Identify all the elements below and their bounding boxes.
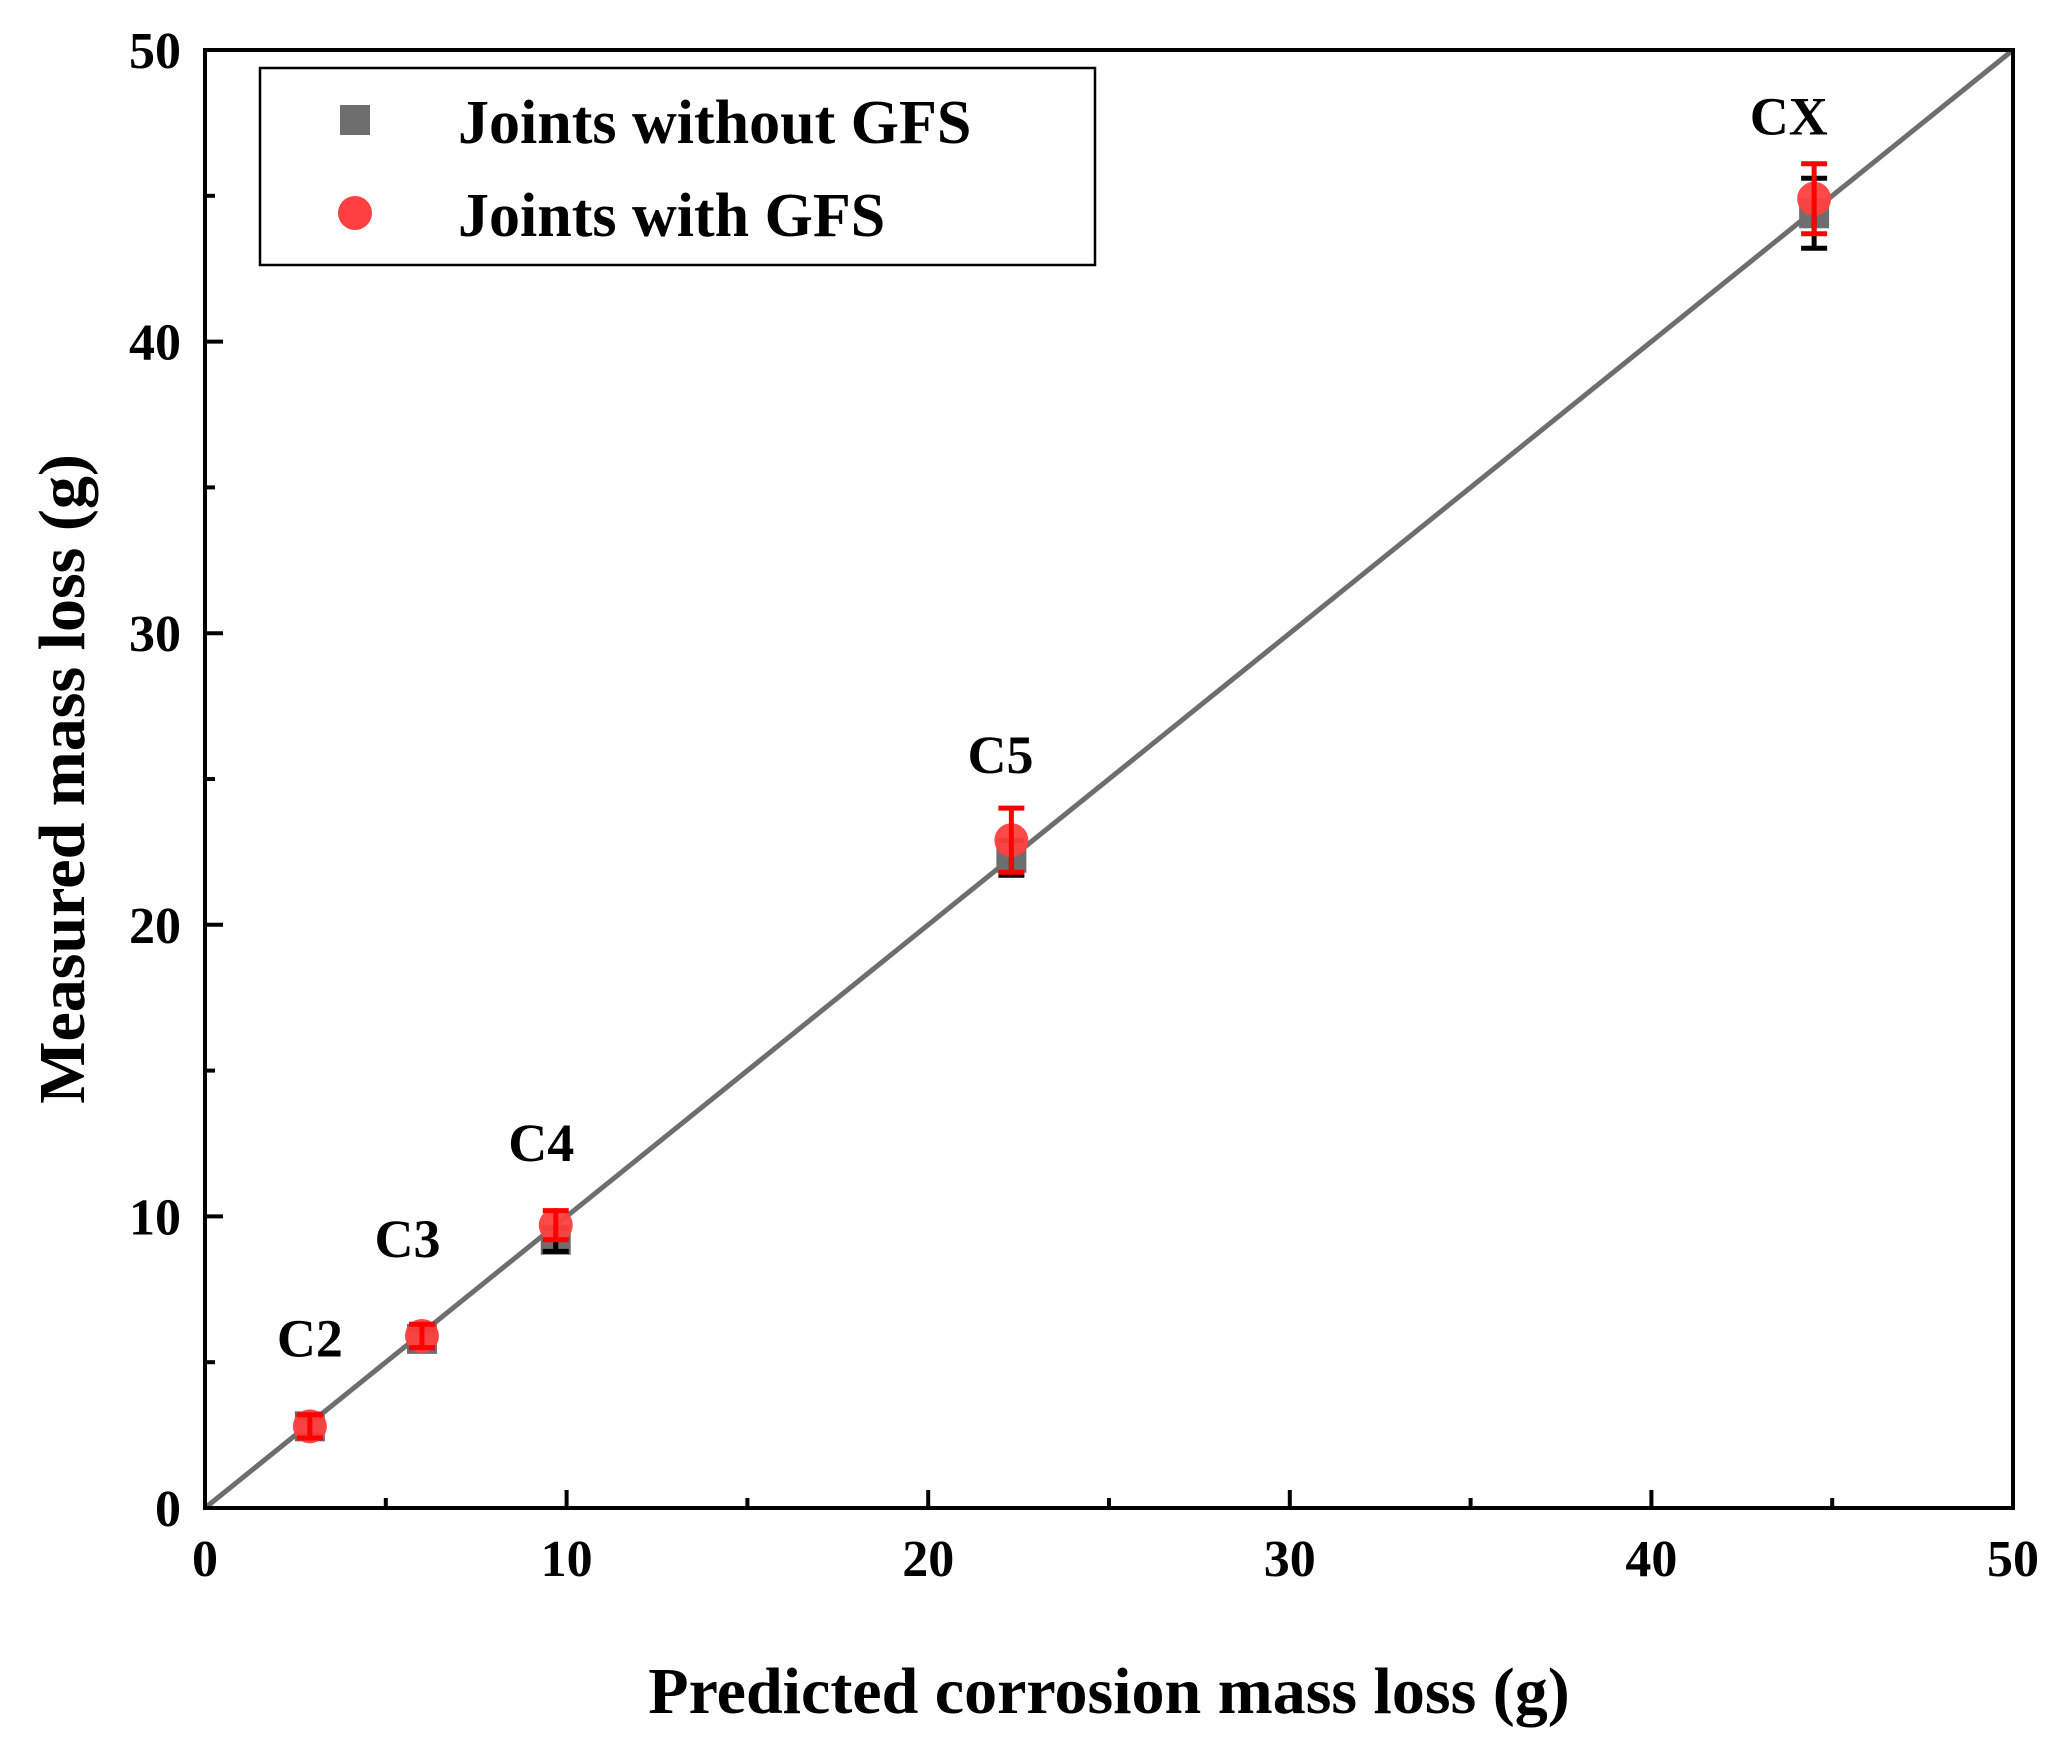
y-tick-label: 40 (129, 315, 181, 372)
reference-line (203, 48, 2015, 1510)
x-tick-label: 0 (192, 1531, 218, 1588)
annotation-label: C5 (968, 725, 1034, 785)
x-axis-label: Predicted corrosion mass loss (g) (648, 1655, 1569, 1728)
y-tick-label: 30 (129, 606, 181, 663)
annotation-label: C4 (508, 1113, 574, 1173)
y-tick-label: 10 (129, 1189, 181, 1246)
x-ticks: 0 10 20 30 40 50 (192, 1490, 2039, 1588)
y-ticks: 0 10 20 30 40 50 (129, 23, 223, 1538)
y-tick-label: 20 (129, 898, 181, 955)
x-tick-label: 50 (1987, 1531, 2039, 1588)
legend-label-without-gfs: Joints without GFS (458, 89, 971, 157)
y-tick-label: 50 (129, 23, 181, 80)
plot-frame (203, 48, 2015, 1510)
y-axis-label: Measured mass loss (g) (26, 454, 99, 1104)
annotation-label: CX (1750, 87, 1828, 147)
x-tick-label: 10 (541, 1531, 593, 1588)
plot-area: 0 10 20 30 40 50 0 10 20 30 40 50 C2 C3 C4 C5 CX (129, 23, 2039, 1588)
legend-square-icon (340, 105, 370, 135)
y-tick-label: 0 (155, 1481, 181, 1538)
legend: Joints without GFS Joints with GFS (258, 66, 1097, 267)
point-annotations: C2 C3 C4 C5 CX (277, 87, 1828, 1369)
annotation-label: C3 (374, 1209, 440, 1269)
x-tick-label: 30 (1264, 1531, 1316, 1588)
x-tick-label: 20 (902, 1531, 954, 1588)
series-markers (292, 161, 1832, 1444)
x-tick-label: 40 (1625, 1531, 1677, 1588)
legend-box (258, 66, 1097, 267)
legend-label-with-gfs: Joints with GFS (458, 182, 885, 250)
annotation-label: C2 (277, 1308, 343, 1368)
legend-circle-icon (338, 196, 372, 230)
